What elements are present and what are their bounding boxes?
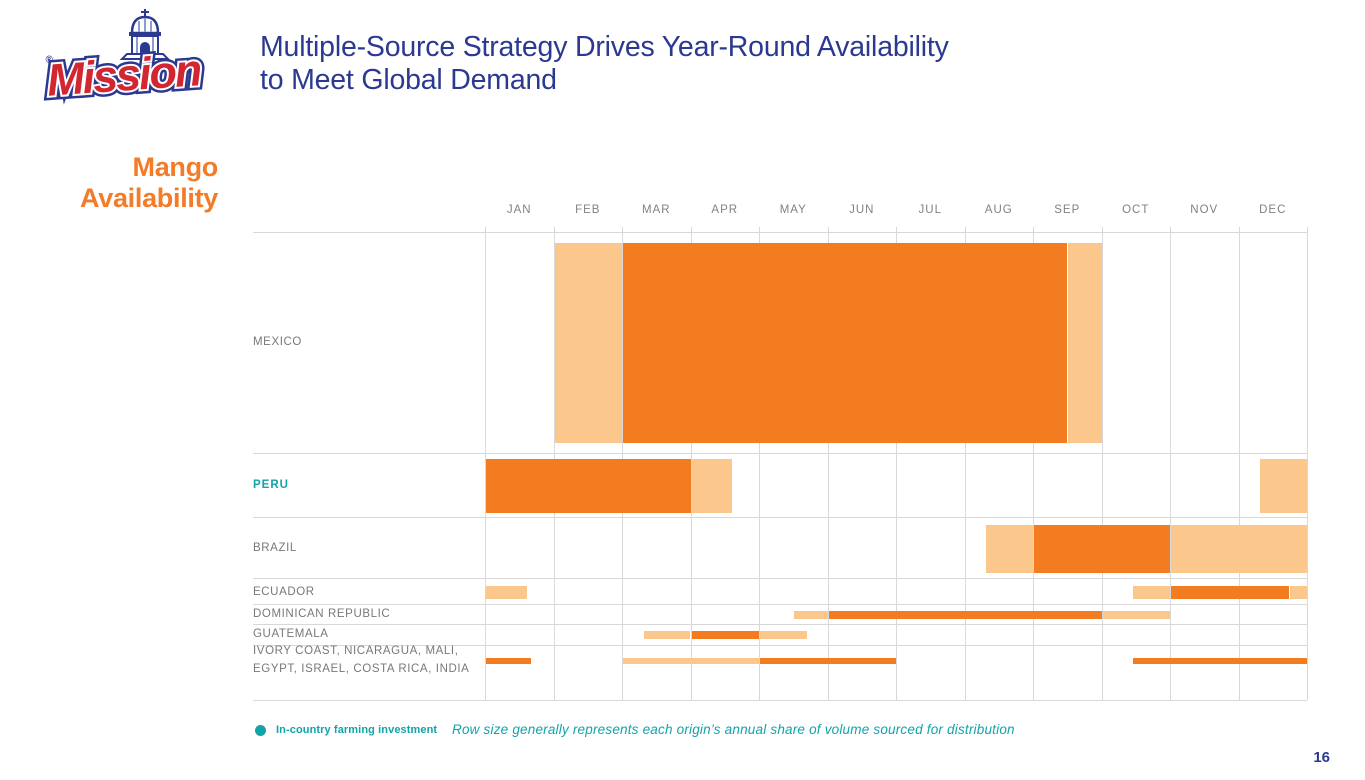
- grid-vline: [896, 227, 897, 700]
- bar-mexico-light: [1068, 243, 1102, 443]
- grid-hline: [253, 645, 1307, 646]
- grid-vline: [828, 227, 829, 700]
- chart-heading: Mango Availability: [0, 152, 218, 213]
- row-label-ecuador: ECUADOR: [253, 586, 315, 599]
- bar-guatemala-light: [643, 631, 691, 639]
- row-label-multi-origin: IVORY COAST, NICARAGUA, MALI, EGYPT, ISRA…: [253, 645, 469, 675]
- page-number: 16: [1313, 749, 1330, 766]
- chart-heading-line2: Availability: [80, 182, 218, 213]
- grid-hline: [253, 624, 1307, 625]
- legend: In-country farming investment: [255, 724, 437, 736]
- grid-vline: [759, 227, 760, 700]
- grid-hline: [253, 453, 1307, 454]
- bar-mexico-peak: [623, 243, 1068, 443]
- investment-dot-icon: [255, 724, 266, 736]
- grid-vline: [1307, 227, 1308, 700]
- bar-peru-peak: [486, 459, 691, 513]
- bar-dominican-republic-peak: [828, 611, 1102, 619]
- month-label-nov: NOV: [1190, 204, 1219, 216]
- grid-vline: [965, 227, 966, 700]
- row-label-brazil: BRAZIL: [253, 525, 297, 573]
- row-label-peru: PERU: [253, 459, 289, 513]
- bar-guatemala-peak: [691, 631, 759, 639]
- month-label-dec: DEC: [1259, 204, 1287, 216]
- row-label-mexico: MEXICO: [253, 243, 302, 443]
- bar-ecuador-light: [486, 586, 528, 599]
- bar-mexico-light: [554, 243, 622, 443]
- grid-vline: [485, 227, 486, 700]
- grid-vline: [1239, 227, 1240, 700]
- row-label-line: IVORY COAST, NICARAGUA, MALI,: [253, 645, 459, 658]
- row-label-line: DOMINICAN REPUBLIC: [253, 608, 391, 621]
- bar-ecuador-peak: [1171, 586, 1290, 599]
- month-label-sep: SEP: [1054, 204, 1081, 216]
- month-label-jan: JAN: [506, 204, 532, 216]
- month-label-aug: AUG: [984, 204, 1013, 216]
- bar-multi-origin-peak: [760, 658, 896, 664]
- month-label-may: MAY: [779, 204, 807, 216]
- slide-title-line1: Multiple-Source Strategy Drives Year-Rou…: [260, 31, 949, 63]
- grid-vline: [1033, 227, 1034, 700]
- row-label-line: ECUADOR: [253, 585, 315, 598]
- row-label-dominican-republic: DOMINICAN REPUBLIC: [253, 608, 390, 620]
- month-label-jun: JUN: [849, 204, 875, 216]
- grid-hline: [253, 700, 1307, 701]
- slide-title: Multiple-Source Strategy Drives Year-Rou…: [260, 31, 1160, 98]
- grid-hline: [253, 604, 1307, 605]
- month-label-apr: APR: [711, 204, 739, 216]
- bar-brazil-peak: [1034, 525, 1170, 573]
- bar-multi-origin-peak: [486, 658, 531, 664]
- grid-hline: [253, 232, 1307, 233]
- row-label-line: BRAZIL: [253, 542, 297, 555]
- bar-ecuador-light: [1290, 586, 1307, 599]
- row-label-guatemala: GUATEMALA: [253, 628, 328, 640]
- bar-multi-origin-light: [623, 658, 759, 664]
- row-label-line: MEXICO: [253, 336, 302, 349]
- grid-hline: [253, 517, 1307, 518]
- month-label-mar: MAR: [641, 204, 671, 216]
- mission-tower-icon: [119, 9, 171, 60]
- row-label-line: GUATEMALA: [253, 628, 329, 641]
- row-label-line: PERU: [253, 479, 289, 492]
- legend-label: In-country farming investment: [276, 724, 438, 736]
- chart-heading-line1: Mango: [132, 152, 219, 182]
- month-label-feb: FEB: [575, 204, 601, 216]
- grid-hline: [253, 578, 1307, 579]
- month-label-oct: OCT: [1122, 204, 1150, 216]
- bar-peru-light: [1260, 459, 1307, 513]
- chart-note: Row size generally represents each origi…: [452, 722, 1015, 737]
- grid-vline: [1102, 227, 1103, 700]
- grid-vline: [1170, 227, 1171, 700]
- mission-logo: Mission Mission Mission ®: [41, 8, 240, 110]
- bar-brazil-light: [1171, 525, 1307, 573]
- row-label-line: EGYPT, ISRAEL, COSTA RICA, INDIA: [253, 663, 470, 675]
- slide-title-line2: to Meet Global Demand: [260, 64, 557, 97]
- bar-peru-light: [691, 459, 732, 513]
- bar-brazil-light: [986, 525, 1033, 573]
- month-label-jul: JUL: [918, 204, 942, 216]
- bar-ecuador-light: [1133, 586, 1170, 599]
- bar-dominican-republic-light: [794, 611, 828, 619]
- bar-multi-origin-peak: [1133, 658, 1307, 664]
- bar-dominican-republic-light: [1102, 611, 1170, 619]
- bar-guatemala-light: [760, 631, 807, 639]
